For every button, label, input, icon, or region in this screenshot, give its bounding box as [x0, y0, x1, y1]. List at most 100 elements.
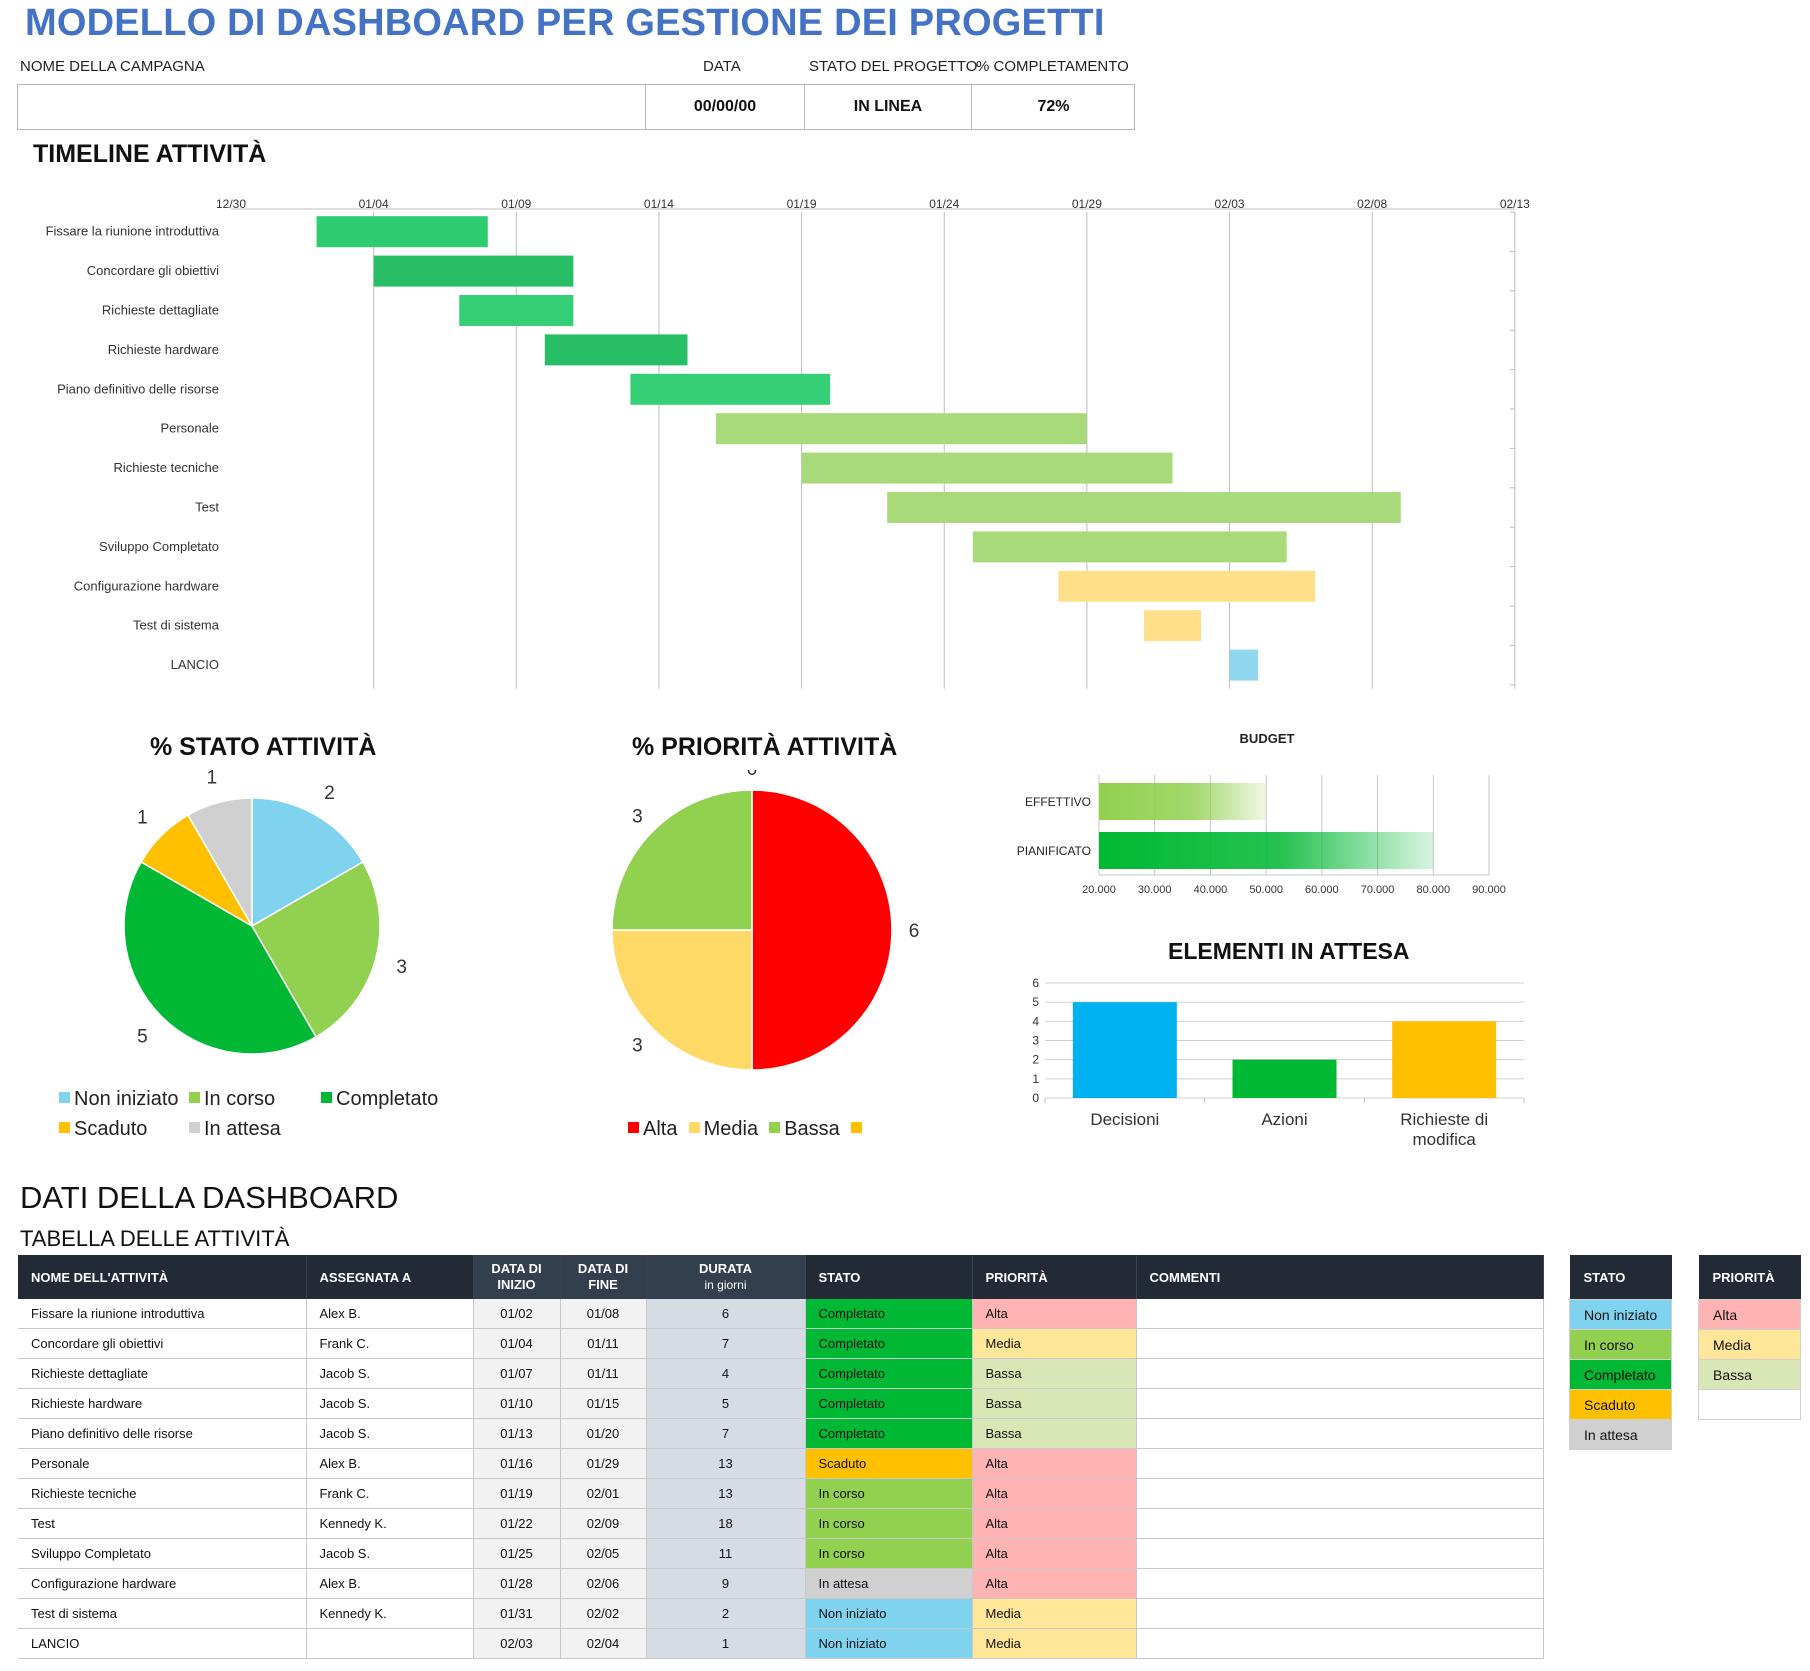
cell-start[interactable]: 02/03 — [473, 1628, 561, 1659]
cell-comments[interactable] — [1136, 1568, 1544, 1599]
cell-priority[interactable]: Bassa — [972, 1358, 1137, 1389]
cell-duration[interactable]: 18 — [646, 1508, 806, 1539]
cell-comments[interactable] — [1136, 1358, 1544, 1389]
col-header-end[interactable]: DATA DI FINE — [560, 1255, 647, 1299]
col-header-priority[interactable]: PRIORITÀ — [972, 1255, 1137, 1299]
cell-assigned[interactable]: Jacob S. — [306, 1358, 474, 1389]
cell-assigned[interactable]: Jacob S. — [306, 1388, 474, 1419]
cell-name[interactable]: Richieste tecniche — [18, 1478, 307, 1509]
project-status-field[interactable]: IN LINEA — [804, 85, 971, 129]
cell-start[interactable]: 01/10 — [473, 1388, 561, 1419]
col-header-comments[interactable]: COMMENTI — [1136, 1255, 1544, 1299]
cell-comments[interactable] — [1136, 1388, 1544, 1419]
cell-assigned[interactable]: Frank C. — [306, 1328, 474, 1359]
cell-end[interactable]: 01/15 — [560, 1388, 647, 1419]
col-header-status[interactable]: STATO — [805, 1255, 973, 1299]
cell-end[interactable]: 02/02 — [560, 1598, 647, 1629]
cell-duration[interactable]: 13 — [646, 1448, 806, 1479]
cell-priority[interactable]: Alta — [972, 1568, 1137, 1599]
cell-assigned[interactable]: Jacob S. — [306, 1538, 474, 1569]
cell-comments[interactable] — [1136, 1628, 1544, 1659]
cell-assigned[interactable]: Alex B. — [306, 1568, 474, 1599]
cell-status[interactable]: In corso — [805, 1478, 973, 1509]
cell-priority[interactable]: Media — [972, 1328, 1137, 1359]
cell-priority[interactable]: Media — [972, 1598, 1137, 1629]
cell-priority[interactable]: Alta — [972, 1508, 1137, 1539]
cell-duration[interactable]: 6 — [646, 1299, 806, 1329]
cell-start[interactable]: 01/28 — [473, 1568, 561, 1599]
completion-field[interactable]: 72% — [971, 85, 1135, 129]
cell-start[interactable]: 01/04 — [473, 1328, 561, 1359]
cell-comments[interactable] — [1136, 1478, 1544, 1509]
cell-duration[interactable]: 9 — [646, 1568, 806, 1599]
cell-priority[interactable]: Alta — [972, 1448, 1137, 1479]
cell-name[interactable]: Fissare la riunione introduttiva — [18, 1299, 307, 1329]
cell-duration[interactable]: 7 — [646, 1328, 806, 1359]
cell-status[interactable]: Scaduto — [805, 1448, 973, 1479]
cell-status[interactable]: Non iniziato — [805, 1628, 973, 1659]
cell-end[interactable]: 02/01 — [560, 1478, 647, 1509]
cell-status[interactable]: In attesa — [805, 1568, 973, 1599]
cell-assigned[interactable] — [306, 1628, 474, 1659]
cell-end[interactable]: 01/11 — [560, 1358, 647, 1389]
cell-start[interactable]: 01/31 — [473, 1598, 561, 1629]
col-header-name[interactable]: NOME DELL'ATTIVITÀ — [18, 1255, 307, 1299]
cell-duration[interactable]: 4 — [646, 1358, 806, 1389]
cell-status[interactable]: Completato — [805, 1328, 973, 1359]
cell-status[interactable]: Non iniziato — [805, 1598, 973, 1629]
cell-status[interactable]: Completato — [805, 1358, 973, 1389]
cell-end[interactable]: 02/06 — [560, 1568, 647, 1599]
cell-status[interactable]: Completato — [805, 1299, 973, 1329]
cell-start[interactable]: 01/02 — [473, 1299, 561, 1329]
cell-end[interactable]: 02/04 — [560, 1628, 647, 1659]
cell-start[interactable]: 01/07 — [473, 1358, 561, 1389]
cell-duration[interactable]: 5 — [646, 1388, 806, 1419]
cell-assigned[interactable]: Alex B. — [306, 1299, 474, 1329]
cell-comments[interactable] — [1136, 1508, 1544, 1539]
cell-name[interactable]: Personale — [18, 1448, 307, 1479]
cell-status[interactable]: In corso — [805, 1538, 973, 1569]
cell-comments[interactable] — [1136, 1328, 1544, 1359]
cell-comments[interactable] — [1136, 1418, 1544, 1449]
cell-assigned[interactable]: Kennedy K. — [306, 1508, 474, 1539]
cell-duration[interactable]: 2 — [646, 1598, 806, 1629]
cell-name[interactable]: Test — [18, 1508, 307, 1539]
date-field[interactable]: 00/00/00 — [645, 85, 804, 129]
cell-assigned[interactable]: Kennedy K. — [306, 1598, 474, 1629]
cell-name[interactable]: Richieste dettagliate — [18, 1358, 307, 1389]
cell-status[interactable]: In corso — [805, 1508, 973, 1539]
col-header-assigned[interactable]: ASSEGNATA A — [306, 1255, 474, 1299]
cell-priority[interactable]: Alta — [972, 1299, 1137, 1329]
cell-end[interactable]: 01/29 — [560, 1448, 647, 1479]
cell-end[interactable]: 02/05 — [560, 1538, 647, 1569]
cell-priority[interactable]: Alta — [972, 1538, 1137, 1569]
cell-assigned[interactable]: Jacob S. — [306, 1418, 474, 1449]
cell-duration[interactable]: 11 — [646, 1538, 806, 1569]
cell-end[interactable]: 01/11 — [560, 1328, 647, 1359]
cell-name[interactable]: Configurazione hardware — [18, 1568, 307, 1599]
cell-name[interactable]: Test di sistema — [18, 1598, 307, 1629]
cell-duration[interactable]: 1 — [646, 1628, 806, 1659]
col-header-start[interactable]: DATA DI INIZIO — [473, 1255, 561, 1299]
cell-comments[interactable] — [1136, 1598, 1544, 1629]
cell-comments[interactable] — [1136, 1448, 1544, 1479]
cell-start[interactable]: 01/22 — [473, 1508, 561, 1539]
cell-name[interactable]: Piano definitivo delle risorse — [18, 1418, 307, 1449]
cell-status[interactable]: Completato — [805, 1418, 973, 1449]
cell-end[interactable]: 02/09 — [560, 1508, 647, 1539]
cell-priority[interactable]: Bassa — [972, 1388, 1137, 1419]
cell-start[interactable]: 01/19 — [473, 1478, 561, 1509]
campaign-name-field[interactable] — [18, 85, 645, 129]
cell-name[interactable]: LANCIO — [18, 1628, 307, 1659]
cell-duration[interactable]: 7 — [646, 1418, 806, 1449]
cell-name[interactable]: Richieste hardware — [18, 1388, 307, 1419]
cell-priority[interactable]: Media — [972, 1628, 1137, 1659]
cell-comments[interactable] — [1136, 1538, 1544, 1569]
cell-status[interactable]: Completato — [805, 1388, 973, 1419]
col-header-duration[interactable]: DURATA in giorni — [646, 1255, 806, 1299]
cell-assigned[interactable]: Frank C. — [306, 1478, 474, 1509]
cell-comments[interactable] — [1136, 1299, 1544, 1329]
cell-duration[interactable]: 13 — [646, 1478, 806, 1509]
cell-start[interactable]: 01/13 — [473, 1418, 561, 1449]
cell-end[interactable]: 01/08 — [560, 1299, 647, 1329]
